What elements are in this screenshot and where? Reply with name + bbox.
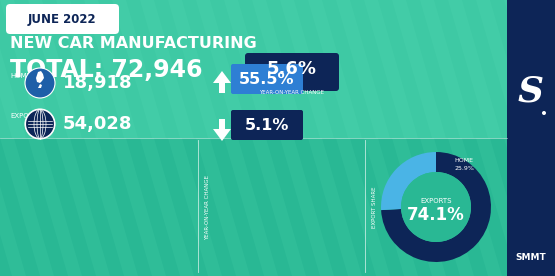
Text: 55.5%: 55.5% bbox=[239, 71, 295, 86]
Polygon shape bbox=[392, 0, 446, 138]
Polygon shape bbox=[213, 71, 231, 83]
Polygon shape bbox=[112, 138, 166, 276]
Polygon shape bbox=[364, 0, 418, 138]
Polygon shape bbox=[224, 138, 278, 276]
FancyBboxPatch shape bbox=[231, 110, 303, 140]
Polygon shape bbox=[28, 0, 82, 138]
Polygon shape bbox=[504, 138, 555, 276]
Polygon shape bbox=[140, 138, 194, 276]
Bar bbox=[0, 0, 555, 138]
Polygon shape bbox=[28, 138, 82, 276]
Polygon shape bbox=[38, 84, 42, 88]
Polygon shape bbox=[336, 0, 390, 138]
Wedge shape bbox=[381, 152, 436, 210]
Text: JUNE 2022: JUNE 2022 bbox=[28, 12, 97, 25]
Polygon shape bbox=[0, 138, 54, 276]
Text: 54,028: 54,028 bbox=[63, 115, 133, 133]
Text: HOME: HOME bbox=[455, 158, 473, 163]
Circle shape bbox=[25, 109, 55, 139]
Circle shape bbox=[542, 111, 546, 115]
Polygon shape bbox=[168, 0, 222, 138]
FancyBboxPatch shape bbox=[6, 4, 119, 34]
Circle shape bbox=[25, 68, 55, 98]
Text: S: S bbox=[518, 74, 544, 108]
Polygon shape bbox=[476, 138, 530, 276]
Polygon shape bbox=[364, 138, 418, 276]
Polygon shape bbox=[84, 138, 138, 276]
FancyBboxPatch shape bbox=[245, 53, 339, 91]
Text: 74.1%: 74.1% bbox=[407, 206, 465, 224]
Polygon shape bbox=[448, 0, 502, 138]
Bar bbox=[0, 138, 555, 276]
Text: EXPORT SHARE: EXPORT SHARE bbox=[371, 186, 376, 228]
Text: NEW CAR MANUFACTURING: NEW CAR MANUFACTURING bbox=[10, 36, 257, 52]
Polygon shape bbox=[532, 138, 555, 276]
Text: HOME: HOME bbox=[10, 73, 31, 79]
Text: YEAR-ON-YEAR CHANGE: YEAR-ON-YEAR CHANGE bbox=[205, 174, 210, 240]
Polygon shape bbox=[336, 138, 390, 276]
Polygon shape bbox=[280, 138, 334, 276]
Wedge shape bbox=[381, 152, 491, 262]
Polygon shape bbox=[308, 138, 362, 276]
Polygon shape bbox=[168, 138, 222, 276]
Bar bbox=[219, 83, 225, 93]
Polygon shape bbox=[196, 138, 250, 276]
Polygon shape bbox=[252, 138, 306, 276]
Polygon shape bbox=[140, 0, 194, 138]
Text: EXPORTS: EXPORTS bbox=[420, 198, 452, 204]
Polygon shape bbox=[420, 138, 474, 276]
Polygon shape bbox=[504, 0, 555, 138]
Polygon shape bbox=[224, 0, 278, 138]
Polygon shape bbox=[213, 129, 231, 141]
Bar bbox=[219, 119, 225, 129]
Text: TOTAL: 72,946: TOTAL: 72,946 bbox=[10, 58, 203, 82]
Polygon shape bbox=[0, 138, 26, 276]
Polygon shape bbox=[448, 138, 502, 276]
Polygon shape bbox=[0, 0, 26, 138]
Text: SMMT: SMMT bbox=[516, 253, 546, 262]
FancyBboxPatch shape bbox=[231, 64, 303, 94]
Text: EXPORT: EXPORT bbox=[10, 113, 37, 119]
Text: YEAR-ON-YEAR CHANGE: YEAR-ON-YEAR CHANGE bbox=[260, 90, 325, 95]
Polygon shape bbox=[196, 0, 250, 138]
Polygon shape bbox=[56, 138, 110, 276]
Polygon shape bbox=[112, 0, 166, 138]
Polygon shape bbox=[420, 0, 474, 138]
Polygon shape bbox=[392, 138, 446, 276]
Polygon shape bbox=[532, 0, 555, 138]
Text: 25.9%: 25.9% bbox=[454, 166, 474, 171]
Circle shape bbox=[401, 172, 471, 242]
Polygon shape bbox=[0, 0, 54, 138]
Text: 5.6%: 5.6% bbox=[267, 60, 317, 78]
Polygon shape bbox=[84, 0, 138, 138]
Polygon shape bbox=[476, 0, 530, 138]
Polygon shape bbox=[56, 0, 110, 138]
Polygon shape bbox=[36, 71, 44, 83]
Polygon shape bbox=[252, 0, 306, 138]
Polygon shape bbox=[308, 0, 362, 138]
Text: 18,918: 18,918 bbox=[63, 74, 133, 92]
Text: 5.1%: 5.1% bbox=[245, 118, 289, 132]
Bar bbox=[507, 0, 555, 276]
Polygon shape bbox=[280, 0, 334, 138]
